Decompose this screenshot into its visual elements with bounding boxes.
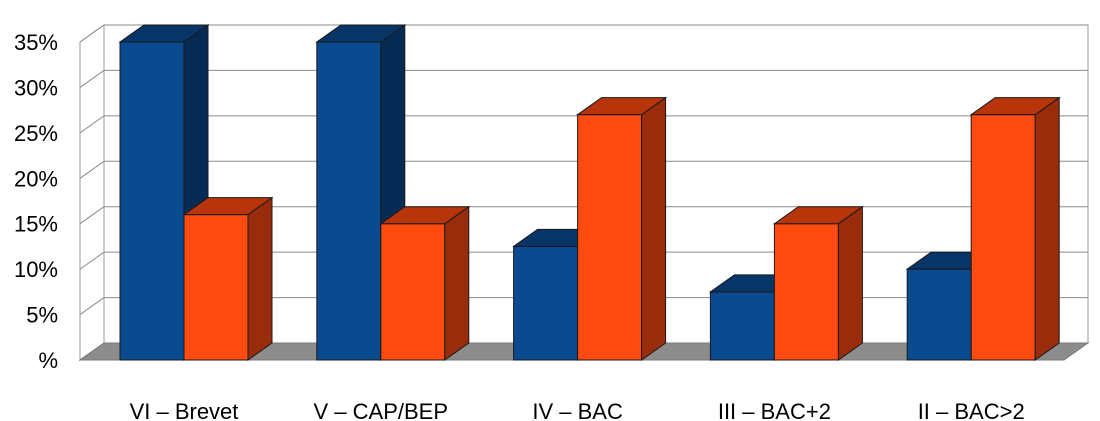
bar-side (247, 196, 273, 361)
bar-top (182, 197, 274, 216)
bar-side (837, 205, 863, 361)
y-tick-label: 10% (14, 257, 58, 282)
bar-top (315, 24, 407, 43)
bar-top (379, 206, 471, 225)
y-tick-label: % (38, 348, 58, 373)
bar-side (444, 205, 470, 361)
bar-front (970, 114, 1036, 361)
gridline-side (79, 115, 105, 134)
y-tick-label: 15% (14, 212, 58, 237)
bar-top (772, 206, 864, 225)
bar-front (183, 214, 249, 361)
x-tick-label: III – BAC+2 (718, 399, 831, 421)
bar-side (641, 96, 667, 361)
bar-top (969, 97, 1061, 116)
side-wall (79, 24, 105, 361)
y-tick-label: 25% (14, 121, 58, 146)
bar-front (380, 223, 446, 361)
bar-front (513, 245, 579, 361)
gridline-side (79, 24, 105, 43)
x-tick-label: II – BAC>2 (918, 399, 1025, 421)
y-tick-label: 30% (14, 75, 58, 100)
bar-front (316, 41, 382, 361)
y-tick-label: 5% (26, 303, 58, 328)
y-tick-label: 35% (14, 30, 58, 55)
y-tick-label: 20% (14, 166, 58, 191)
gridline-side (79, 206, 105, 225)
bar-top (576, 97, 668, 116)
bar-top (118, 24, 210, 43)
bar-front (773, 223, 839, 361)
x-tick-label: IV – BAC (532, 399, 623, 421)
bar-front (577, 114, 643, 361)
gridline-side (79, 251, 105, 270)
gridline-side (79, 70, 105, 88)
bar-side (1034, 96, 1060, 361)
x-tick-label: VI – Brevet (130, 399, 239, 421)
x-tick-label: V – CAP/BEP (314, 399, 449, 421)
gridline-side (79, 160, 105, 179)
bar-front (906, 268, 972, 361)
bar-front (709, 291, 775, 361)
bar-front (119, 41, 185, 361)
gridline-side (79, 297, 105, 315)
